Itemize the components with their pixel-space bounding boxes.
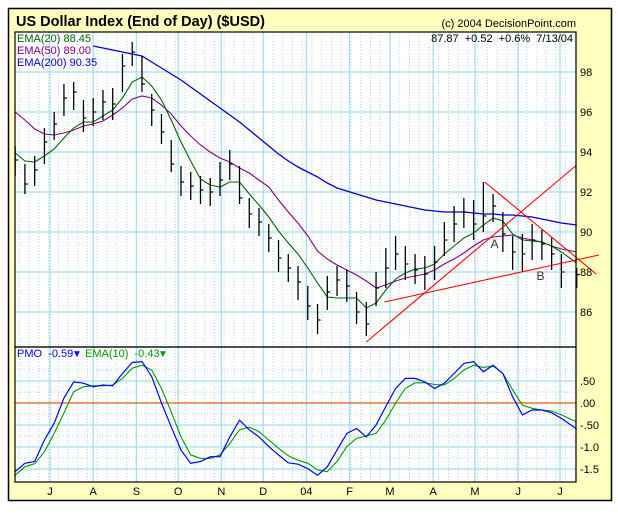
- price-tick-label: 90: [580, 227, 592, 239]
- x-tick-label: A: [90, 486, 98, 498]
- trendline: [484, 181, 597, 275]
- trendline: [384, 254, 600, 303]
- x-tick-label: A: [430, 486, 438, 498]
- price-tick-label: 94: [580, 147, 592, 159]
- x-tick-label: O: [174, 486, 183, 498]
- legend-pmo-ema: EMA(10) -0.43: [85, 348, 160, 360]
- pmo-tick-label: -.50: [580, 420, 599, 432]
- annotation-label: A: [491, 237, 499, 251]
- x-tick-label: J: [557, 486, 563, 498]
- gridlines: [15, 32, 576, 482]
- series-layer: AB: [14, 42, 600, 476]
- legend-pmo: PMO -0.59: [17, 348, 73, 360]
- pmo-down-arrow-icon: ▼: [72, 349, 82, 360]
- x-tick-label: M: [470, 486, 479, 498]
- pmo-panel-border: [14, 346, 577, 483]
- pmo-line: [14, 360, 578, 476]
- axes-layer: 98 96 94 92 90 88 86 .50 .00 -.50 -1.0 -1.5 J A S O N D 04…: [47, 67, 599, 498]
- pmo-tick-label: .00: [580, 398, 595, 410]
- x-tick-label: J: [515, 486, 521, 498]
- legend-ema20: EMA(20) 88.45: [17, 33, 91, 45]
- price-tick-label: 88: [580, 267, 592, 279]
- legend-ema50: EMA(50) 89.00: [17, 45, 91, 57]
- pmo-tick-label: -1.0: [580, 442, 599, 454]
- x-tick-label: S: [133, 486, 140, 498]
- pmo-tick-label: .50: [580, 376, 595, 388]
- x-tick-label: J: [47, 486, 53, 498]
- quote-readout: 87.87 +0.52 +0.6% 7/13/04: [431, 33, 573, 45]
- price-tick-label: 96: [580, 107, 592, 119]
- pmo-tick-label: -1.5: [580, 464, 599, 476]
- x-tick-label: D: [259, 486, 267, 498]
- ema20-line: [14, 76, 578, 309]
- pmo-ema-down-arrow-icon: ▼: [158, 349, 168, 360]
- x-tick-label: M: [385, 486, 394, 498]
- x-tick-label: N: [217, 486, 225, 498]
- copyright: (c) 2004 DecisionPoint.com: [441, 18, 576, 30]
- ema50-line: [14, 95, 577, 289]
- x-tick-label: F: [346, 486, 353, 498]
- price-tick-label: 86: [580, 307, 592, 319]
- x-tick-label: 04: [300, 486, 312, 498]
- trendline: [365, 164, 578, 343]
- ema200-line: [93, 45, 577, 226]
- annotation-label: B: [536, 269, 544, 283]
- price-tick-label: 98: [580, 67, 592, 79]
- price-panel: [15, 32, 576, 347]
- chart-title: US Dollar Index (End of Day) ($USD): [16, 14, 265, 30]
- price-tick-label: 92: [580, 187, 592, 199]
- legend-ema200: EMA(200) 90.35: [17, 57, 97, 69]
